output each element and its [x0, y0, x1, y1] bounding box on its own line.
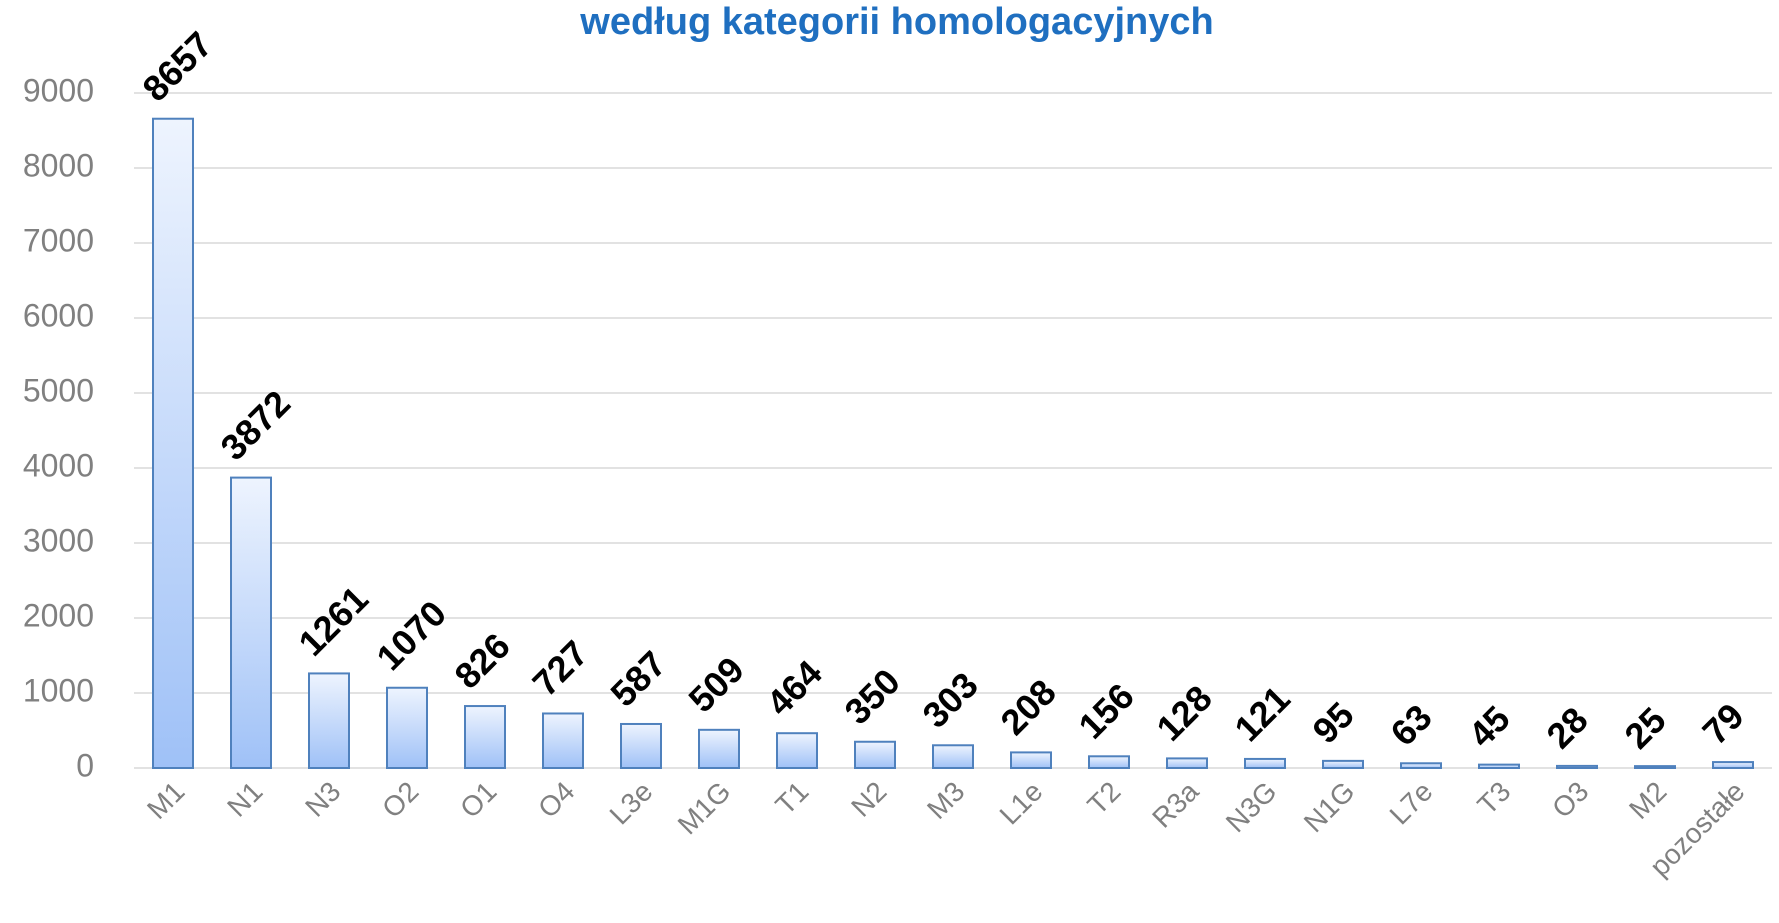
chart-title: według kategorii homologacyjnych	[579, 1, 1213, 43]
data-label: 45	[1460, 698, 1517, 755]
x-tick-label: L1e	[994, 776, 1049, 831]
bar	[698, 728, 740, 770]
data-label: 208	[992, 671, 1063, 742]
x-tick-label: O2	[376, 776, 424, 824]
data-label: 128	[1148, 677, 1219, 748]
x-tick-label: O1	[454, 776, 502, 824]
bar	[542, 712, 584, 769]
data-label: 350	[836, 661, 907, 732]
y-tick-label: 8000	[23, 147, 94, 183]
y-tick-label: 2000	[23, 597, 94, 633]
bar	[854, 740, 896, 769]
data-label: 156	[1070, 675, 1141, 746]
bar	[1556, 764, 1598, 770]
x-tick-label: N2	[845, 776, 892, 823]
data-label: 3872	[212, 382, 298, 468]
x-tick-label: N3	[299, 776, 346, 823]
bar	[386, 686, 428, 769]
y-tick-label: 0	[76, 747, 94, 783]
x-tick-label: N1G	[1298, 776, 1361, 839]
data-label: 63	[1382, 696, 1439, 753]
bar	[1478, 763, 1520, 769]
data-label: 28	[1538, 699, 1595, 756]
data-label: 25	[1616, 699, 1673, 756]
y-tick-label: 6000	[23, 297, 94, 333]
x-tick-label: T3	[1471, 776, 1516, 821]
x-tick-label: O4	[532, 776, 580, 824]
x-tick-label: T1	[769, 776, 814, 821]
data-label: 303	[914, 664, 985, 735]
bar	[932, 744, 974, 770]
x-tick-label: M3	[921, 776, 970, 825]
data-label: 464	[758, 652, 829, 723]
x-tick-label: N1	[221, 776, 268, 823]
data-label: 121	[1226, 678, 1297, 749]
y-tick-label: 1000	[23, 672, 94, 708]
bar	[1010, 751, 1052, 770]
bar	[776, 732, 818, 770]
x-tick-label: N3G	[1220, 776, 1283, 839]
data-label: 1261	[290, 578, 376, 664]
bar	[1244, 757, 1286, 769]
bar	[230, 476, 272, 769]
x-tick-label: O3	[1546, 776, 1594, 824]
data-label: 587	[602, 643, 673, 714]
x-tick-label: R3a	[1146, 775, 1205, 834]
x-tick-label: M1G	[672, 776, 737, 841]
bar	[1634, 765, 1676, 769]
bar	[620, 722, 662, 769]
bar	[464, 705, 506, 769]
x-tick-label: L7e	[1384, 776, 1439, 831]
bar	[1400, 762, 1442, 770]
y-tick-label: 4000	[23, 447, 94, 483]
y-tick-label: 7000	[23, 222, 94, 258]
bar	[1166, 757, 1208, 770]
data-label: 95	[1304, 694, 1361, 751]
bar	[152, 117, 194, 770]
bar	[1712, 761, 1754, 770]
x-tick-label: L3e	[604, 776, 659, 831]
y-tick-label: 5000	[23, 372, 94, 408]
x-tick-label: T2	[1081, 776, 1126, 821]
bar	[1088, 755, 1130, 769]
data-label: 826	[446, 625, 517, 696]
bar	[1322, 759, 1364, 769]
data-label: 509	[680, 649, 751, 720]
data-label: 1070	[368, 593, 454, 679]
data-label: 8657	[134, 23, 220, 109]
y-tick-label: 9000	[23, 72, 94, 108]
x-tick-label: M2	[1623, 776, 1672, 825]
bar	[308, 672, 350, 769]
x-tick-label: M1	[141, 776, 190, 825]
data-label: 79	[1694, 695, 1751, 752]
y-tick-label: 3000	[23, 522, 94, 558]
